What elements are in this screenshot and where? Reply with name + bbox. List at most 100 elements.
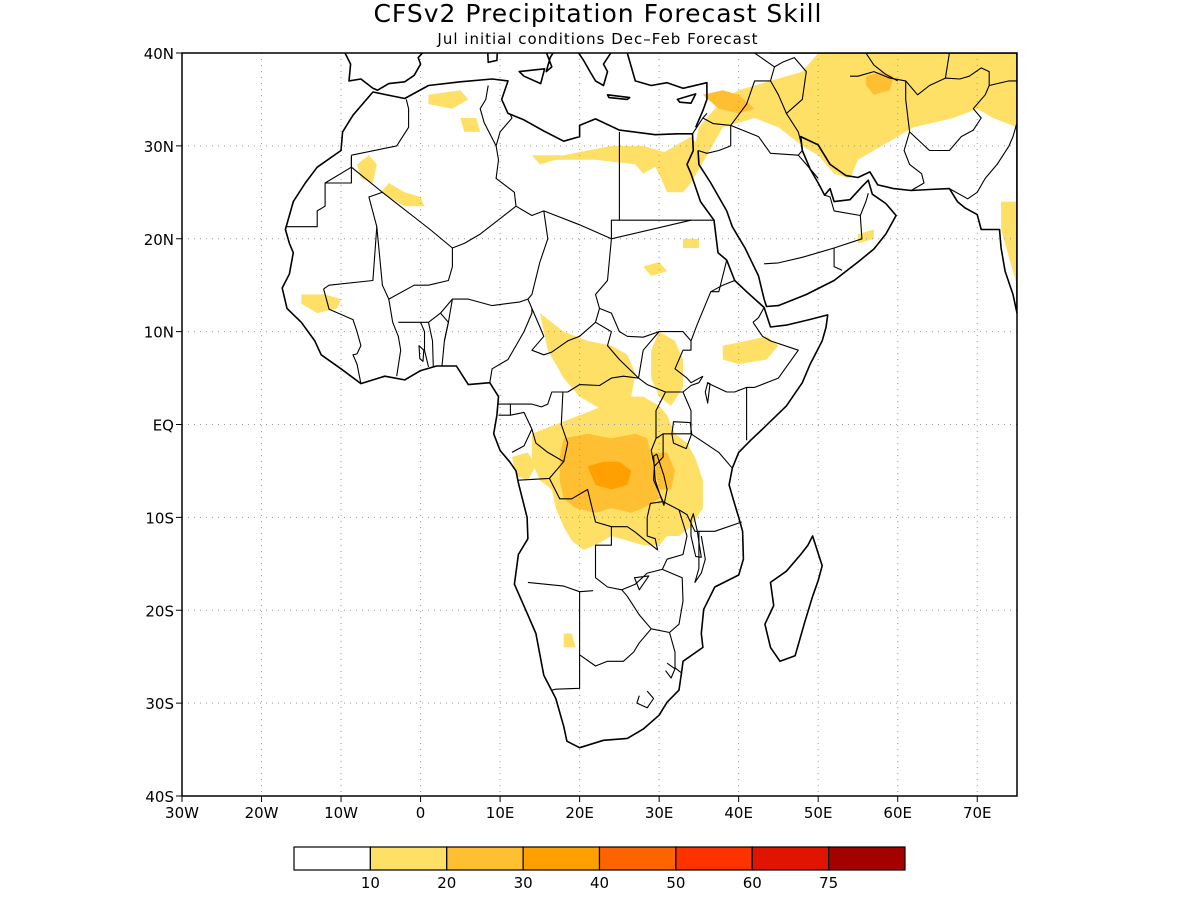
- skill-region: [683, 238, 699, 248]
- country-border: [710, 279, 735, 293]
- skill-contours: [301, 53, 1017, 648]
- skill-region: [301, 294, 341, 314]
- country-border: [752, 307, 765, 323]
- country-border: [551, 591, 581, 691]
- color-legend: 10 20 30 40 50 60 75: [293, 846, 906, 892]
- skill-region: [460, 118, 481, 132]
- legend-swatch: [828, 846, 906, 871]
- x-tick-label: 0: [416, 804, 426, 822]
- axis-ticks: 30W 20W 10W 0 10E 20E 30E 40E 50E 60E 70E 40N 30N 20N…: [144, 45, 992, 822]
- y-tick-label: 30S: [145, 695, 174, 713]
- legend-swatch: [598, 846, 677, 871]
- country-border: [637, 331, 704, 384]
- skill-region: [651, 331, 683, 406]
- country-border: [527, 581, 594, 593]
- country-border: [661, 509, 688, 674]
- legend-swatch: [293, 846, 371, 871]
- legend-label: 50: [666, 874, 685, 892]
- country-border: [909, 85, 990, 152]
- x-tick-label: 20E: [565, 804, 594, 822]
- country-border: [753, 53, 775, 68]
- country-border: [489, 308, 533, 383]
- country-border: [498, 375, 666, 408]
- skill-region: [722, 336, 779, 365]
- country-border: [859, 193, 869, 216]
- x-tick-label: 30W: [165, 804, 199, 822]
- country-border: [479, 85, 497, 147]
- legend-label: 60: [743, 874, 762, 892]
- x-tick-label: 70E: [963, 804, 992, 822]
- legend-label: 10: [361, 874, 380, 892]
- y-tick-label: 40N: [144, 45, 174, 63]
- country-border: [531, 391, 569, 463]
- y-tick-label: 10N: [144, 324, 174, 342]
- legend-swatch: [675, 846, 753, 871]
- legend-swatch: [446, 846, 524, 871]
- x-tick-label: 30E: [645, 804, 674, 822]
- country-border: [323, 288, 362, 384]
- country-border: [797, 154, 819, 179]
- italy-coastline: [545, 53, 554, 73]
- madagascar-coastline: [764, 535, 824, 663]
- srilanka-coastline: [1055, 334, 1071, 369]
- coastlines-and-borders: [281, 53, 1071, 749]
- figure-title: CFSv2 Precipitation Forecast Skill: [373, 0, 822, 28]
- skill-region: [1001, 201, 1017, 286]
- crete-coastline: [606, 94, 631, 101]
- sicily-coastline: [518, 68, 546, 85]
- country-border: [599, 307, 660, 338]
- legend-label: 75: [819, 874, 838, 892]
- country-border: [655, 391, 692, 439]
- lake-outline: [418, 345, 425, 362]
- skill-region: [380, 183, 425, 207]
- legend-swatch: [751, 846, 830, 871]
- country-border: [323, 166, 383, 290]
- legend-label: 30: [514, 874, 533, 892]
- skill-region: [587, 461, 632, 490]
- skill-region: [512, 452, 536, 481]
- country-border: [420, 322, 430, 368]
- sardinia-coastline: [486, 53, 499, 64]
- country-border: [665, 662, 676, 679]
- y-tick-label: 30N: [144, 138, 174, 156]
- skill-region: [563, 633, 576, 648]
- country-border: [636, 690, 655, 709]
- y-tick-label: 40S: [145, 788, 174, 806]
- y-tick-label: EQ: [153, 417, 174, 435]
- country-border: [830, 193, 833, 196]
- legend-swatch: [522, 846, 601, 871]
- cyprus-coastline: [676, 93, 697, 104]
- x-tick-label: 60E: [883, 804, 912, 822]
- country-border: [443, 299, 453, 342]
- country-border: [665, 375, 704, 393]
- country-border: [388, 299, 402, 377]
- country-border: [730, 80, 803, 148]
- country-border: [595, 321, 639, 379]
- legend-swatch: [369, 846, 448, 871]
- x-tick-label: 50E: [804, 804, 833, 822]
- country-border: [515, 131, 620, 240]
- country-border: [653, 433, 664, 467]
- x-tick-label: 10E: [486, 804, 515, 822]
- x-tick-label: 20W: [245, 804, 279, 822]
- europe-coastline: [344, 53, 424, 91]
- country-border: [527, 210, 612, 356]
- figure-subtitle: Jul initial conditions Dec–Feb Forecast: [436, 30, 758, 48]
- country-border: [764, 247, 835, 265]
- country-border: [824, 194, 863, 271]
- lake-outline: [633, 575, 650, 591]
- country-border: [697, 117, 732, 154]
- country-border: [579, 628, 652, 667]
- asia-coastline: [626, 53, 1017, 314]
- country-border: [865, 53, 898, 82]
- country-border: [690, 433, 733, 469]
- country-border: [351, 99, 410, 156]
- country-border: [949, 122, 1017, 200]
- skill-region: [539, 313, 636, 416]
- legend-label: 40: [590, 874, 609, 892]
- x-tick-label: 40E: [724, 804, 753, 822]
- y-tick-label: 10S: [145, 509, 174, 527]
- skill-region: [651, 452, 675, 490]
- country-border: [621, 589, 670, 634]
- lake-outline: [653, 453, 668, 506]
